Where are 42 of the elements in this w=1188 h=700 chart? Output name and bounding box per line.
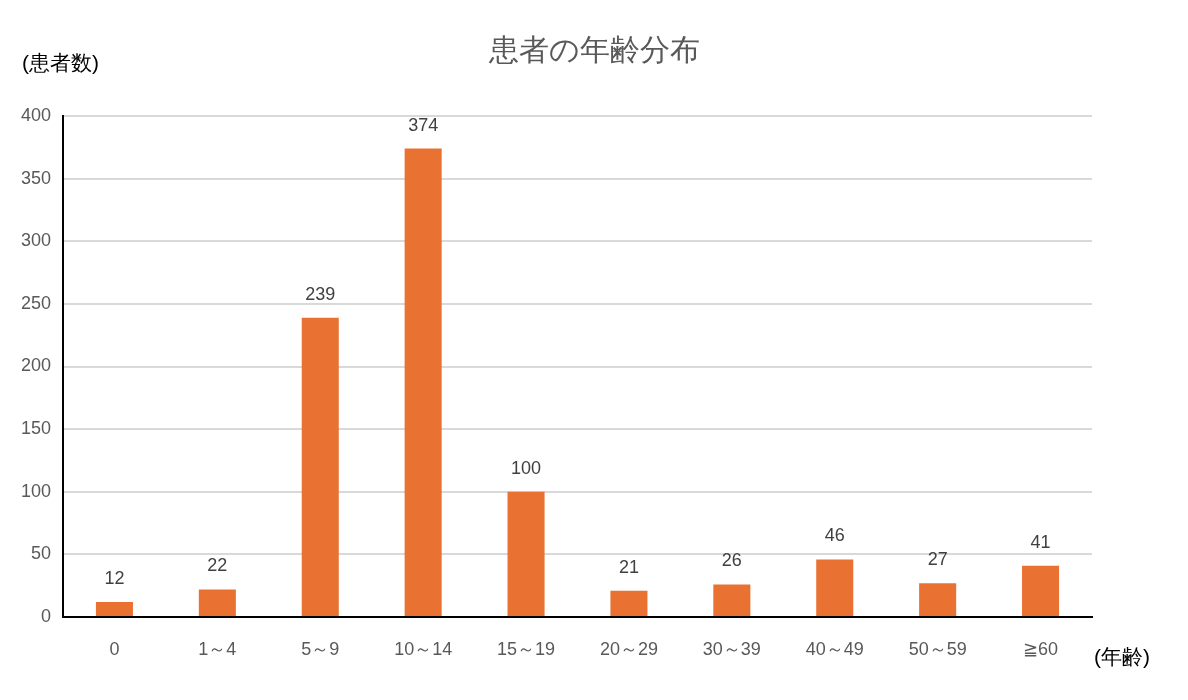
y-tick-label: 100 — [20, 480, 51, 501]
bar — [198, 589, 236, 616]
x-tick-label: 50～59 — [908, 638, 967, 659]
y-tick-label: 150 — [20, 418, 51, 439]
data-label: 26 — [721, 550, 742, 571]
bar — [95, 601, 133, 616]
data-label: 46 — [824, 525, 845, 546]
bar — [404, 148, 442, 616]
x-tick-label: 40～49 — [805, 638, 864, 659]
bar — [507, 491, 545, 616]
data-label: 27 — [927, 549, 948, 570]
x-tick-label: ≧60 — [1023, 638, 1059, 659]
x-tick-label: 15～19 — [497, 638, 556, 659]
bar — [610, 590, 648, 616]
bar — [919, 583, 957, 616]
x-tick-label: 20～29 — [599, 638, 658, 659]
y-axis-title: (患者数) — [22, 51, 99, 74]
x-tick-label: 30～39 — [702, 638, 761, 659]
data-label: 22 — [207, 555, 228, 576]
y-tick-label: 350 — [20, 167, 51, 188]
y-tick-label: 250 — [20, 292, 51, 313]
y-tick-label: 400 — [20, 104, 51, 125]
y-tick-label: 0 — [40, 605, 51, 626]
chart-title: 患者の年齢分布 — [488, 33, 700, 66]
x-tick-label: 10～14 — [394, 638, 453, 659]
data-label: 12 — [104, 567, 125, 588]
bar — [816, 559, 854, 616]
x-tick-label: 1～4 — [198, 638, 237, 659]
data-label: 100 — [511, 457, 542, 478]
y-tick-label: 300 — [20, 230, 51, 251]
bar — [713, 584, 751, 616]
data-label: 374 — [408, 114, 439, 135]
x-tick-label: 0 — [109, 638, 120, 659]
bar — [301, 317, 339, 616]
y-tick-label: 200 — [20, 355, 51, 376]
data-label: 239 — [305, 283, 336, 304]
data-label: 41 — [1030, 531, 1051, 552]
x-axis-title: (年齢) — [1094, 645, 1150, 668]
x-tick-label: 5～9 — [301, 638, 340, 659]
bar — [1022, 565, 1060, 616]
y-tick-label: 50 — [30, 543, 51, 564]
data-label: 21 — [618, 556, 639, 577]
